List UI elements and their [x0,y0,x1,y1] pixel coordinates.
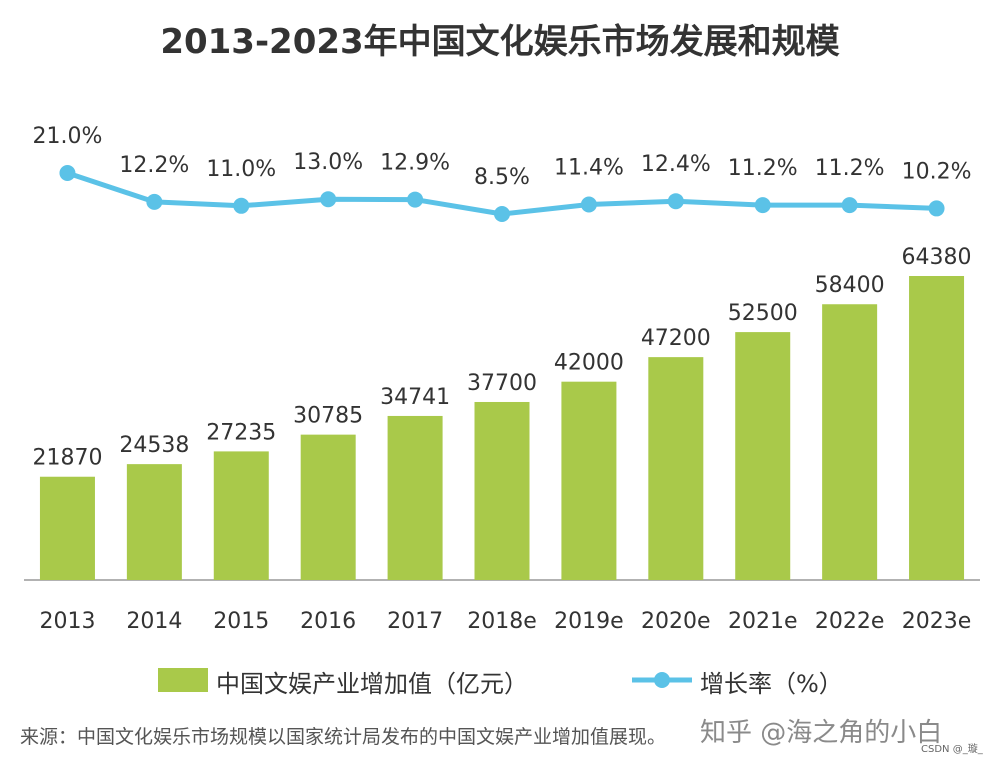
rate-point-2020e [667,193,684,210]
rate-value-label: 12.9% [380,151,450,176]
x-tick-label: 2023e [902,609,972,634]
rate-point-2022e [841,197,858,214]
bar-value-label: 24538 [119,433,189,458]
rate-value-label: 21.0% [33,124,103,149]
legend-line-label: 增长率（%） [700,670,843,698]
rate-value-label: 11.0% [206,157,276,182]
rate-value-label: 12.4% [641,152,711,177]
watermark: 知乎 @海之角的小白 [700,718,943,748]
chart-canvas: 21870 2013 24538 2014 27235 2015 30785 2016 3474… [24,124,980,634]
x-tick-label: 2016 [300,609,356,634]
x-tick-label: 2015 [213,609,269,634]
rate-value-label: 11.4% [554,155,624,180]
x-tick-label: 2018e [467,609,537,634]
bar-value-label: 27235 [206,420,276,445]
x-tick-label: 2013 [39,609,95,634]
rate-point-2019e [580,196,597,213]
bar-2016 [300,434,356,580]
legend-bar-swatch [158,668,208,692]
x-tick-label: 2020e [641,609,711,634]
rate-point-2015 [233,197,250,214]
rate-point-2017 [407,191,424,208]
csdn-credit: CSDN @_璇_ [921,744,983,755]
bar-2017 [387,415,443,580]
bar-2020e [648,357,704,580]
rate-point-2014 [146,193,163,210]
bar-value-label: 47200 [641,326,711,351]
x-tick-label: 2022e [815,609,885,634]
bar-2013 [39,476,95,580]
legend: 中国文娱产业增加值（亿元） 增长率（%） [0,662,1000,702]
rate-value-label: 11.2% [815,156,885,181]
bar-2018e [474,401,530,580]
rate-value-label: 10.2% [902,159,972,184]
legend-line-swatch [632,672,692,688]
bar-value-label: 64380 [902,245,972,270]
rate-point-2018e [494,206,510,222]
bar-value-label: 42000 [554,351,624,376]
chart-title: 2013-2023年中国文化娱乐市场发展和规模 [160,22,840,62]
x-tick-label: 2019e [554,609,624,634]
rate-value-label: 11.2% [728,156,798,181]
x-tick-label: 2021e [728,609,798,634]
legend-bar-label: 中国文娱产业增加值（亿元） [216,670,528,698]
bar-value-label: 52500 [728,301,798,326]
rate-point-2021e [754,197,771,214]
bar-2022e [822,304,878,580]
bar-2014 [126,464,182,580]
rate-point-2013 [59,165,76,181]
bar-2021e [735,332,791,580]
rate-value-label: 12.2% [119,153,189,178]
bar-value-label: 37700 [467,371,537,396]
rate-point-2023e [928,200,945,217]
bar-2015 [213,451,269,580]
rate-value-label: 13.0% [293,150,363,175]
bar-2023e [909,276,965,580]
x-tick-label: 2014 [126,609,182,634]
bar-value-label: 34741 [380,385,450,410]
source-note: 来源：中国文化娱乐市场规模以国家统计局发布的中国文娱产业增加值展现。 [20,726,667,748]
bar-value-label: 30785 [293,404,363,429]
bar-value-label: 58400 [815,273,885,298]
rate-value-label: 8.5% [474,165,530,190]
x-tick-label: 2017 [387,609,443,634]
bar-2019e [561,381,617,580]
rate-point-2016 [320,191,337,208]
bar-value-label: 21870 [32,446,102,471]
